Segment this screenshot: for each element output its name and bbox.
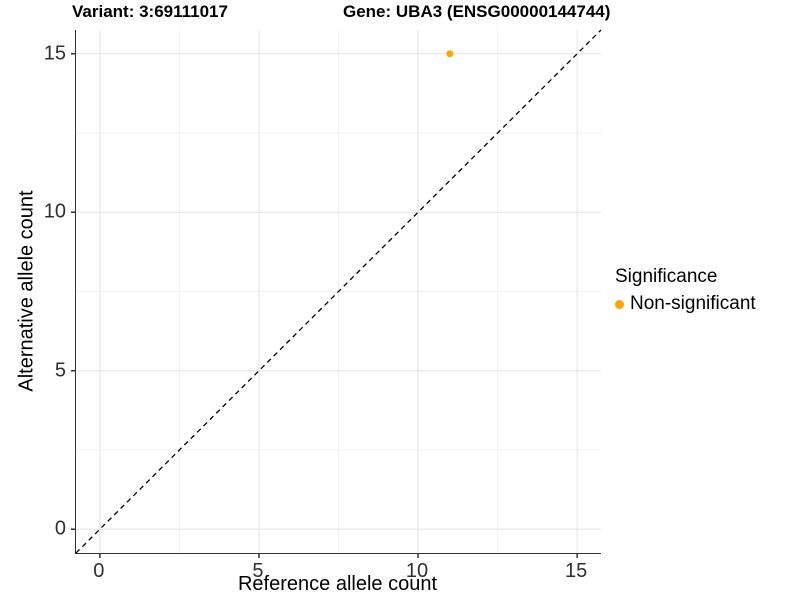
y-tick-label: 10 xyxy=(43,200,66,223)
plot-canvas xyxy=(71,29,602,558)
x-tick-label: 10 xyxy=(405,560,429,582)
legend-point-icon xyxy=(615,299,624,309)
x-axis-title: Reference allele count xyxy=(237,573,437,595)
plot-title-variant: Variant: 3:69111017 xyxy=(72,2,228,21)
identity-dashed-line xyxy=(75,29,602,554)
x-tick-label: 5 xyxy=(252,560,264,582)
y-tick-label: 0 xyxy=(54,517,66,540)
legend-title: Significance xyxy=(615,266,718,287)
plot-panel xyxy=(71,29,602,558)
legend: Significance Non-significant xyxy=(615,266,756,315)
x-tick-label: 15 xyxy=(565,560,588,582)
x-tick-label: 0 xyxy=(93,560,105,582)
y-tick-label: 5 xyxy=(54,359,66,382)
y-tick-label: 15 xyxy=(43,42,66,65)
plot-title-gene: Gene: UBA3 (ENSG00000144744) xyxy=(343,2,611,21)
legend-item-non-significant: Non-significant xyxy=(615,293,756,315)
data-point xyxy=(446,50,454,58)
legend-item-label: Non-significant xyxy=(630,293,756,314)
